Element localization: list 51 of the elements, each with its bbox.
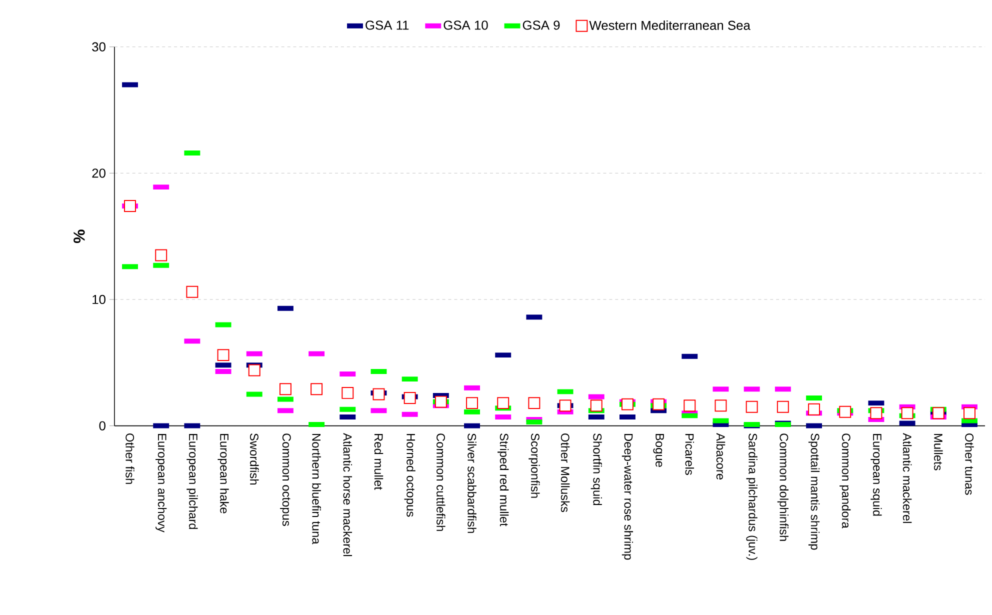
- x-tick-label: Swordfish: [250, 433, 259, 484]
- x-tick-label: European anchovy: [156, 434, 167, 532]
- point: [590, 399, 602, 412]
- y-tick-label: 0: [99, 421, 106, 430]
- y-tick-label: 30: [92, 42, 106, 52]
- x-tick-label: Common octopus: [280, 433, 291, 526]
- x-tick-label: Other tunas: [965, 433, 974, 495]
- x-tick-label: Silver scabbardfish: [468, 433, 476, 533]
- x-tick-label: Striped red mullet: [498, 433, 509, 526]
- y-axis-title: %: [74, 230, 85, 243]
- x-tick-label: Spottail mantis shrimp: [808, 433, 820, 550]
- point: [932, 407, 944, 420]
- x-tick-label: Mullets: [934, 434, 943, 470]
- x-tick-label: Picarels: [685, 434, 694, 475]
- x-tick-label: Sardina pilchardus (juv.): [746, 433, 758, 560]
- x-tick-label: Common pandora: [840, 433, 851, 528]
- point: [559, 399, 572, 412]
- point: [124, 200, 136, 212]
- x-tick-label: Albacore: [716, 432, 726, 480]
- y-tick-label: 20: [92, 168, 106, 178]
- x-tick-label: European pilchard: [186, 434, 198, 529]
- x-tick-label: Horned octopus: [404, 434, 416, 517]
- legend-label: GSA 11: [366, 20, 409, 30]
- point: [372, 388, 385, 400]
- x-tick-label: Deep-water rose shrimp: [622, 434, 634, 560]
- point: [870, 407, 882, 420]
- point: [621, 398, 634, 410]
- legend-label: GSA 10: [444, 20, 488, 30]
- legend-label: GSA 9: [522, 20, 560, 30]
- x-tick-label: European squid: [870, 434, 882, 516]
- x-tick-label: Northern bluefin tuna: [312, 434, 321, 544]
- x-tick-label: Atlantic horse mackerel: [343, 432, 352, 556]
- point: [901, 407, 914, 420]
- y-tick-label: 10: [92, 294, 106, 304]
- x-tick-label: Other Mollusks: [560, 433, 570, 512]
- x-tick-label: Bogue: [653, 434, 664, 467]
- point: [652, 398, 665, 410]
- point: [808, 403, 820, 416]
- x-tick-label: Common cuttlefish: [436, 433, 446, 531]
- point: [839, 406, 852, 418]
- point: [404, 392, 416, 404]
- x-tick-label: Atlantic mackerel: [902, 432, 912, 523]
- x-tick-label: Other fish: [126, 433, 134, 484]
- x-tick-label: Scorpionfish: [528, 433, 540, 498]
- point: [434, 396, 447, 408]
- legend-label: Western Mediterranean Sea: [589, 20, 750, 30]
- x-tick-label: Common dolphinfish: [777, 433, 788, 541]
- point: [248, 364, 260, 376]
- x-tick-label: Shortfin squid: [590, 433, 602, 505]
- x-tick-label: European hake: [218, 434, 229, 514]
- x-tick-label: Red mullet: [374, 434, 384, 490]
